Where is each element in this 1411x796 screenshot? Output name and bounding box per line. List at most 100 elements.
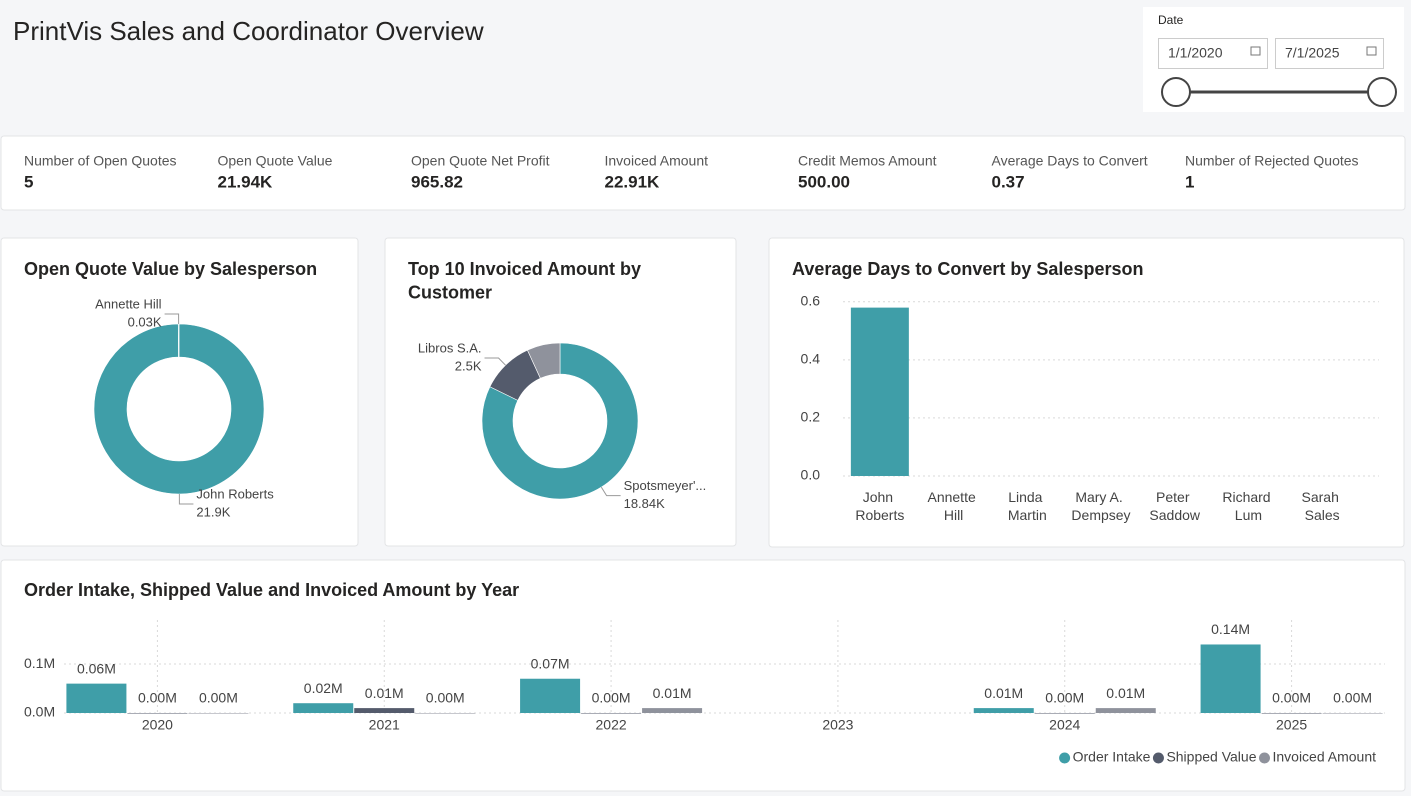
start-date: 1/1/2020 xyxy=(1168,45,1223,61)
data-label: 0.00M xyxy=(138,690,177,706)
x-tick-label: John Roberts xyxy=(855,489,904,523)
legend-marker xyxy=(1258,752,1270,764)
x-tick-label: Annette Hill xyxy=(927,489,979,523)
legend-label: Shipped Value xyxy=(1166,749,1256,765)
y-tick-label: 0.4 xyxy=(801,351,821,367)
data-label-name: Libros S.A. xyxy=(418,340,482,355)
bar xyxy=(354,708,415,713)
bar xyxy=(1322,713,1383,714)
chart-card xyxy=(0,559,1406,792)
data-label-value: 2.5K xyxy=(455,358,482,373)
kpi-value: 0.37 xyxy=(992,172,1025,191)
bar xyxy=(127,713,188,714)
kpi-value: 965.82 xyxy=(411,172,463,191)
kpi-label: Open Quote Value xyxy=(218,153,333,169)
data-label-name: Annette Hill xyxy=(95,296,162,311)
bar xyxy=(1200,644,1261,713)
x-tick-label: 2021 xyxy=(369,717,400,733)
data-label: 0.01M xyxy=(653,685,692,701)
kpi-label: Number of Rejected Quotes xyxy=(1185,153,1359,169)
leader-line xyxy=(164,313,180,325)
y-tick-label: 0.2 xyxy=(801,409,821,425)
legend-label: Order Intake xyxy=(1073,749,1151,765)
slider-end-handle[interactable] xyxy=(1367,77,1397,107)
data-label: 0.00M xyxy=(592,690,631,706)
x-tick-label: 2023 xyxy=(822,717,853,733)
x-tick-label: 2024 xyxy=(1049,717,1080,733)
data-label: 0.00M xyxy=(1333,690,1372,706)
leader-line xyxy=(484,357,506,366)
data-label-value: 0.03K xyxy=(128,314,162,329)
kpi-label: Open Quote Net Profit xyxy=(411,153,550,169)
kpi-value: 500.00 xyxy=(798,172,850,191)
x-tick-label: Peter Saddow xyxy=(1149,489,1200,523)
x-tick-label: Sarah Sales xyxy=(1302,489,1343,523)
kpi-value: 5 xyxy=(24,172,33,191)
data-label-name: Spotsmeyer'... xyxy=(624,478,707,493)
y-tick-label: 0.1M xyxy=(24,655,55,671)
kpi-value: 22.91K xyxy=(605,172,661,191)
slicer-label: Date xyxy=(1158,13,1184,27)
donut-slice xyxy=(527,342,561,379)
kpi-label: Invoiced Amount xyxy=(605,153,709,169)
end-date-input[interactable] xyxy=(1275,38,1384,69)
kpi-label: Average Days to Convert xyxy=(992,153,1148,169)
data-label-value: 21.9K xyxy=(196,504,230,519)
kpi-label: Credit Memos Amount xyxy=(798,153,937,169)
chart-title: Top 10 Invoiced Amount by Customer xyxy=(408,259,646,302)
bar xyxy=(188,713,249,714)
bar xyxy=(1095,708,1156,713)
x-tick-label: 2022 xyxy=(596,717,627,733)
x-tick-label: Mary A. Dempsey xyxy=(1071,489,1130,523)
bar xyxy=(520,678,581,713)
legend-label: Invoiced Amount xyxy=(1272,749,1376,765)
donut-slice xyxy=(481,342,639,500)
data-label-name: John Roberts xyxy=(196,486,274,501)
kpi-value: 21.94K xyxy=(218,172,274,191)
chart-card xyxy=(384,237,737,547)
data-label: 0.14M xyxy=(1211,621,1250,637)
kpi-card xyxy=(0,135,1406,211)
y-tick-label: 0.6 xyxy=(801,293,821,309)
leader-line xyxy=(178,493,194,505)
page-title: PrintVis Sales and Coordinator Overview xyxy=(13,16,484,46)
x-tick-label: 2020 xyxy=(142,717,173,733)
bar xyxy=(1261,713,1322,714)
data-label: 0.01M xyxy=(984,685,1023,701)
calendar-icons xyxy=(1250,46,1377,56)
bar xyxy=(973,708,1034,713)
legend-marker xyxy=(1152,752,1164,764)
data-label: 0.00M xyxy=(1272,690,1311,706)
slider-start-handle[interactable] xyxy=(1161,77,1191,107)
start-date-input[interactable] xyxy=(1158,38,1268,69)
donut-slice xyxy=(93,323,265,495)
data-label: 0.06M xyxy=(77,660,116,676)
data-label: 0.07M xyxy=(531,655,570,671)
data-label: 0.00M xyxy=(1045,690,1084,706)
bar xyxy=(415,713,476,714)
chart-title: Order Intake, Shipped Value and Invoiced… xyxy=(24,580,519,600)
data-label: 0.01M xyxy=(365,685,404,701)
donut-slice xyxy=(177,323,180,358)
kpi-label: Number of Open Quotes xyxy=(24,153,177,169)
x-tick-label: Richard Lum xyxy=(1222,489,1274,523)
y-tick-label: 0.0 xyxy=(801,467,821,483)
bar xyxy=(66,683,127,713)
leader-line xyxy=(600,486,621,497)
data-label-value: 18.84K xyxy=(624,496,666,511)
kpi-value: 1 xyxy=(1185,172,1194,191)
data-label: 0.01M xyxy=(1106,685,1145,701)
chart-title: Open Quote Value by Salesperson xyxy=(24,259,317,279)
data-label: 0.00M xyxy=(199,690,238,706)
chart-title: Average Days to Convert by Salesperson xyxy=(792,259,1143,279)
x-tick-label: Linda Martin xyxy=(1008,489,1047,523)
bar xyxy=(1034,713,1095,714)
bar xyxy=(642,708,703,713)
legend-marker xyxy=(1059,752,1071,764)
end-date: 7/1/2025 xyxy=(1285,45,1340,61)
y-tick-label: 0.0M xyxy=(24,704,55,720)
data-label: 0.00M xyxy=(426,690,465,706)
bar xyxy=(293,703,354,713)
x-tick-label: 2025 xyxy=(1276,717,1307,733)
